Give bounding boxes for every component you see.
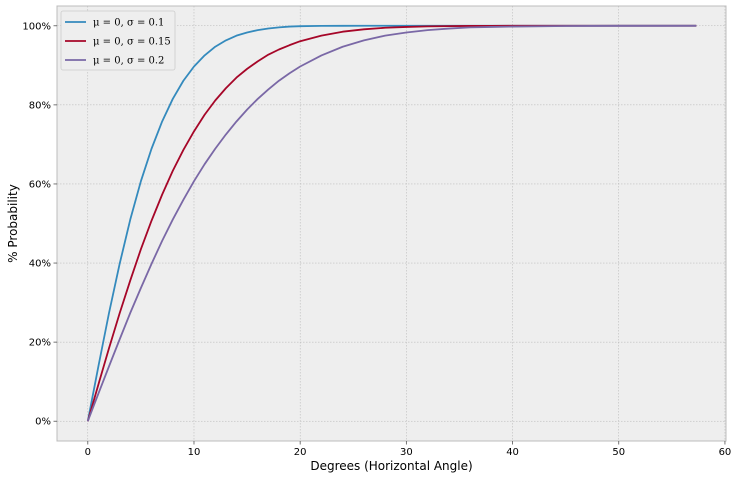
series-line-3	[86, 24, 697, 422]
y-tick-label: 0%	[35, 417, 51, 428]
legend-box	[60, 10, 176, 71]
x-tick-label: 20	[294, 447, 307, 458]
x-tick-label: 0	[85, 447, 91, 458]
x-tick-label: 60	[719, 447, 732, 458]
axis-ticks: 0 10 20 30 40 50 60 0% 20% 40% 60% 80% 100%	[22, 21, 731, 458]
legend: μ = 0, σ = 0.1 μ = 0, σ = 0.15 μ = 0, σ = …	[60, 10, 176, 71]
series-lines	[86, 24, 697, 422]
x-axis-label: Degrees (Horizontal Angle)	[310, 459, 472, 473]
y-tick-label: 40%	[29, 259, 51, 270]
y-tick-label: 60%	[29, 179, 51, 190]
legend-label: μ = 0, σ = 0.15	[93, 37, 171, 48]
y-tick-label: 100%	[22, 21, 51, 32]
series-line-2	[86, 24, 697, 422]
legend-label: μ = 0, σ = 0.2	[93, 56, 164, 67]
x-tick-label: 10	[188, 447, 201, 458]
x-tick-label: 30	[400, 447, 413, 458]
x-tick-label: 50	[612, 447, 625, 458]
plot-area	[56, 5, 727, 442]
y-tick-label: 80%	[29, 100, 51, 111]
y-axis-label: % Probability	[6, 184, 20, 263]
legend-label: μ = 0, σ = 0.1	[93, 18, 164, 29]
y-tick-label: 20%	[29, 338, 51, 349]
x-tick-label: 40	[506, 447, 519, 458]
